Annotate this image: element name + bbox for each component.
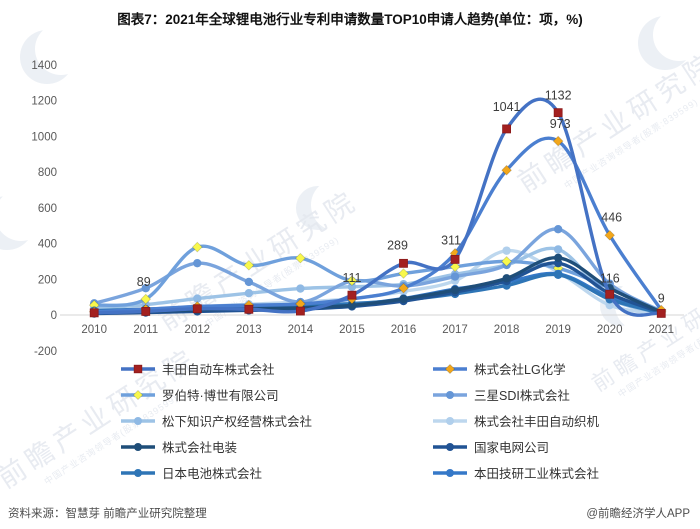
svg-text:2012: 2012 xyxy=(185,324,211,336)
svg-text:1041: 1041 xyxy=(493,100,521,114)
legend-swatch-icon xyxy=(121,364,155,373)
svg-text:2013: 2013 xyxy=(236,324,262,336)
legend-label: 国家电网公司 xyxy=(474,441,550,455)
svg-text:2011: 2011 xyxy=(133,324,158,336)
chart-legend: 丰田自动车株式会社 株式会社LG化学罗伯特·博世有限公司 三星SDI株式会社松下知识… xyxy=(118,360,599,481)
svg-text:1132: 1132 xyxy=(545,89,572,103)
legend-swatch-icon xyxy=(433,468,467,477)
svg-text:289: 289 xyxy=(387,238,408,252)
legend-swatch-icon xyxy=(433,363,467,374)
svg-text:2016: 2016 xyxy=(391,324,417,336)
legend-swatch-icon xyxy=(121,468,155,477)
legend-label: 松下知识产权经营株式会社 xyxy=(162,415,313,429)
svg-text:1000: 1000 xyxy=(31,131,57,143)
legend-item-2: 罗伯特·博世有限公司 xyxy=(118,386,430,403)
legend-item-6: 株式会社电装 xyxy=(118,438,430,455)
svg-text:800: 800 xyxy=(38,167,57,179)
svg-text:89: 89 xyxy=(137,275,151,289)
legend-item-8: 日本电池株式会社 xyxy=(118,464,430,481)
svg-text:-200: -200 xyxy=(34,346,57,358)
legend-item-4: 松下知识产权经营株式会社 xyxy=(118,412,430,429)
svg-text:200: 200 xyxy=(38,274,57,286)
legend-swatch-icon xyxy=(121,389,155,400)
svg-text:111: 111 xyxy=(342,271,361,285)
source-note: 资料来源：智慧芽 前瞻产业研究院整理 xyxy=(8,508,207,520)
svg-text:2015: 2015 xyxy=(339,324,365,336)
svg-text:1200: 1200 xyxy=(31,96,57,108)
legend-swatch-icon xyxy=(433,442,467,451)
legend-item-9: 本田技研工业株式会社 xyxy=(430,464,599,481)
svg-text:2019: 2019 xyxy=(545,324,571,336)
svg-text:2017: 2017 xyxy=(442,324,468,336)
legend-label: 本田技研工业株式会社 xyxy=(474,467,600,481)
chart-title: 图表7：2021年全球锂电池行业专利申请数量TOP10申请人趋势(单位：项，%) xyxy=(117,12,583,27)
legend-label: 日本电池株式会社 xyxy=(162,467,263,481)
legend-label: 三星SDI株式会社 xyxy=(474,389,570,403)
legend-item-0: 丰田自动车株式会社 xyxy=(118,360,430,377)
svg-text:400: 400 xyxy=(38,239,57,251)
svg-text:600: 600 xyxy=(38,203,57,215)
svg-text:1400: 1400 xyxy=(31,60,57,72)
svg-text:2010: 2010 xyxy=(81,324,107,336)
legend-label: 株式会社电装 xyxy=(162,441,238,455)
svg-text:9: 9 xyxy=(658,291,665,305)
svg-text:2020: 2020 xyxy=(597,324,623,336)
legend-label: 丰田自动车株式会社 xyxy=(162,363,275,377)
legend-label: 株式会社丰田自动织机 xyxy=(474,415,600,429)
legend-swatch-icon xyxy=(121,416,155,425)
svg-text:116: 116 xyxy=(600,271,620,285)
legend-swatch-icon xyxy=(433,416,467,425)
legend-label: 罗伯特·博世有限公司 xyxy=(162,389,279,403)
legend-swatch-icon xyxy=(121,442,155,451)
svg-text:2021: 2021 xyxy=(648,324,674,336)
legend-label: 株式会社LG化学 xyxy=(474,363,566,377)
svg-text:2018: 2018 xyxy=(494,324,520,336)
svg-text:446: 446 xyxy=(601,210,622,224)
svg-text:311: 311 xyxy=(441,233,461,247)
legend-item-3: 三星SDI株式会社 xyxy=(430,386,599,403)
legend-item-1: 株式会社LG化学 xyxy=(430,360,599,377)
svg-text:973: 973 xyxy=(550,117,571,131)
legend-item-7: 国家电网公司 xyxy=(430,438,599,455)
svg-text:2014: 2014 xyxy=(288,324,314,336)
copyright-note: @前瞻经济学人APP xyxy=(586,508,690,520)
legend-item-5: 株式会社丰田自动织机 xyxy=(430,412,599,429)
svg-text:0: 0 xyxy=(51,310,57,322)
legend-swatch-icon xyxy=(433,390,467,399)
